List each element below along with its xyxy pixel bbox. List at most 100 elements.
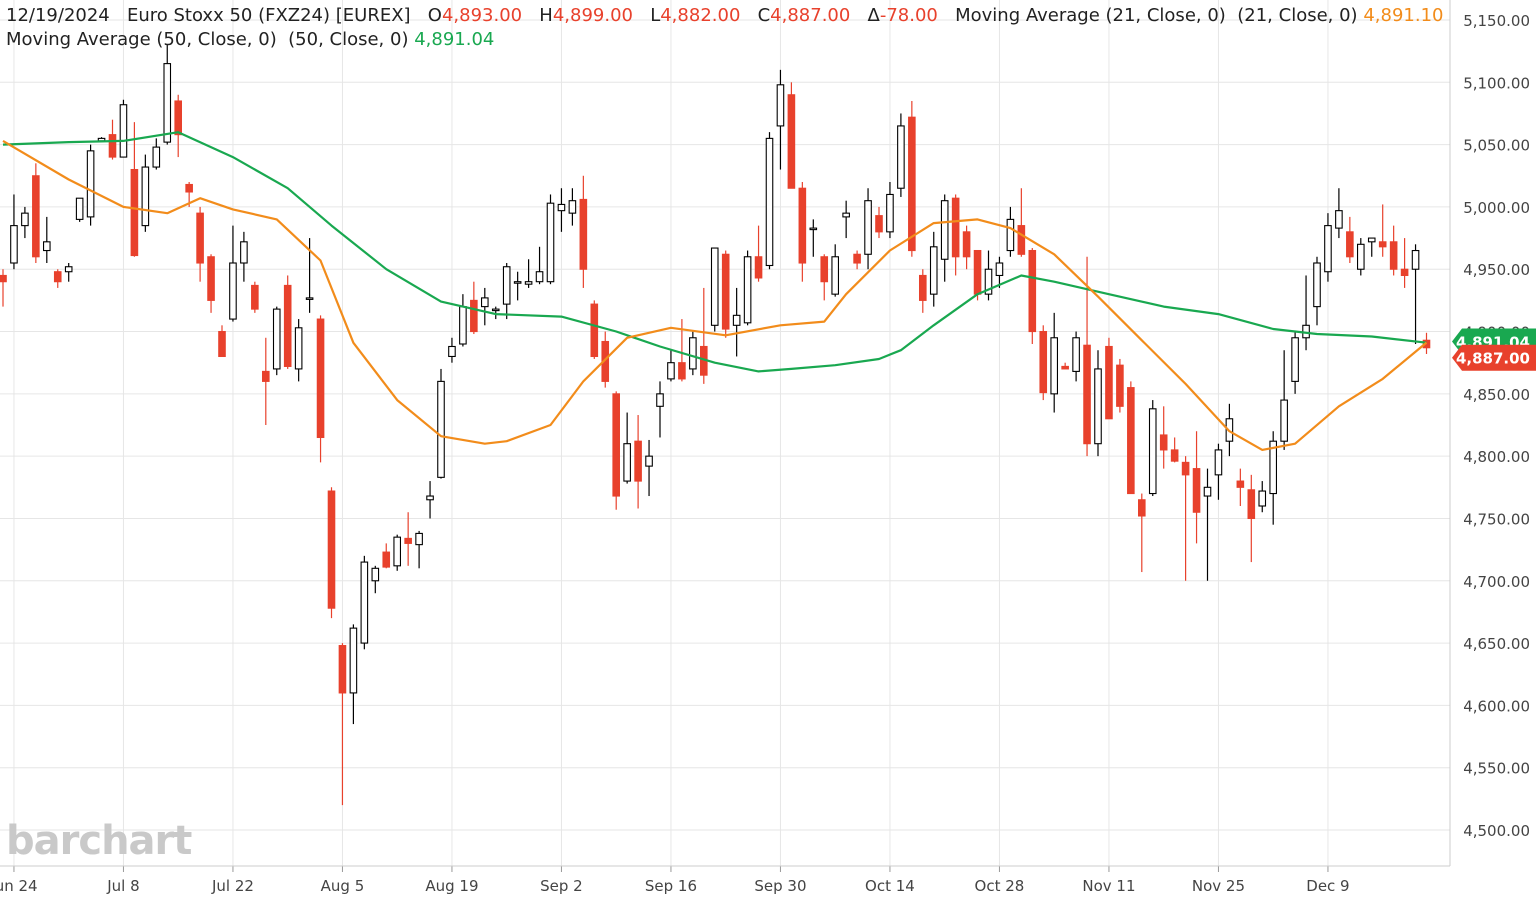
- candle: [798, 187, 807, 264]
- barchart-logo: barchart: [6, 818, 192, 864]
- candle: [1105, 345, 1113, 420]
- candle: [929, 246, 938, 295]
- y-tick-label: 5,100.00: [1463, 74, 1530, 92]
- candle: [897, 125, 905, 189]
- candle: [787, 94, 796, 189]
- candle: [502, 266, 511, 305]
- candle: [1400, 268, 1409, 277]
- last-price-tag-bg: [1452, 344, 1536, 371]
- candle: [973, 249, 982, 295]
- candle: [1367, 237, 1376, 243]
- x-tick-label: Nov 11: [1082, 877, 1135, 895]
- candle: [393, 536, 402, 567]
- candle: [710, 247, 719, 326]
- candle: [1170, 449, 1179, 462]
- candle: [1389, 241, 1398, 270]
- candle: [908, 116, 916, 252]
- candle: [1050, 337, 1058, 395]
- y-tick-label: 4,950.00: [1463, 261, 1530, 279]
- candle: [1236, 480, 1245, 488]
- ma21-value: 4,891.10: [1363, 5, 1444, 26]
- candle: [776, 84, 785, 127]
- candle: [634, 440, 642, 482]
- candle: [207, 256, 215, 301]
- candle: [1138, 499, 1146, 517]
- change-label: Δ: [867, 5, 880, 26]
- candle: [64, 266, 73, 273]
- y-tick-label: 4,800.00: [1463, 448, 1530, 466]
- candle: [1378, 241, 1387, 248]
- candle: [141, 166, 150, 227]
- candle: [546, 202, 555, 283]
- candle: [240, 241, 248, 264]
- candle: [689, 337, 697, 370]
- x-tick-label: Aug 5: [321, 877, 365, 895]
- candle: [962, 231, 971, 258]
- x-tick-label: Oct 28: [975, 877, 1025, 895]
- candle: [1148, 408, 1157, 495]
- candle: [491, 308, 500, 312]
- candle: [21, 212, 29, 227]
- candle: [10, 225, 18, 264]
- candle: [1072, 337, 1080, 372]
- candle: [656, 393, 664, 407]
- candle: [842, 212, 850, 218]
- candle: [1269, 440, 1277, 495]
- candle: [75, 197, 84, 220]
- candle: [831, 256, 840, 295]
- candle: [196, 212, 204, 264]
- candle: [1346, 231, 1354, 258]
- candle: [853, 253, 861, 264]
- x-tick-label: Aug 19: [425, 877, 478, 895]
- y-tick-label: 4,700.00: [1463, 573, 1530, 591]
- x-tick-label: Oct 14: [865, 877, 915, 895]
- ma21-line: [2, 139, 1428, 451]
- candle: [524, 281, 533, 285]
- candle: [415, 532, 423, 546]
- x-tick-label: Sep 16: [645, 877, 697, 895]
- y-tick-label: 4,750.00: [1463, 510, 1530, 528]
- candle: [316, 318, 325, 439]
- candle: [645, 455, 653, 467]
- close-value: 4,887.00: [770, 5, 851, 26]
- candle: [1083, 344, 1091, 445]
- x-tick-label: Jul 22: [211, 877, 254, 895]
- candle: [437, 380, 445, 478]
- y-tick-label: 4,650.00: [1463, 635, 1530, 653]
- candle: [1028, 249, 1037, 333]
- x-tick-label: Dec 9: [1306, 877, 1349, 895]
- candle: [360, 561, 369, 644]
- candle: [1214, 449, 1223, 476]
- candle: [568, 200, 577, 214]
- candle: [886, 193, 894, 233]
- candle: [513, 281, 522, 284]
- x-tick-label: Jul 8: [106, 877, 139, 895]
- candle: [918, 274, 927, 301]
- ma50-label[interactable]: Moving Average (50, Close, 0) (50, Close…: [6, 29, 409, 50]
- candle: [875, 215, 883, 233]
- header-line-1: 12/19/2024 Euro Stoxx 50 (FXZ24) [EUREX]…: [6, 4, 1443, 28]
- candle: [765, 137, 774, 267]
- candle: [579, 198, 588, 270]
- candle: [732, 314, 741, 326]
- candle: [557, 203, 566, 212]
- candle: [1159, 434, 1168, 451]
- close-label: C: [757, 5, 771, 26]
- y-tick-label: 4,600.00: [1463, 697, 1530, 715]
- candle: [1127, 387, 1135, 495]
- y-tick-label: 4,550.00: [1463, 760, 1530, 778]
- candle: [261, 370, 270, 382]
- candle: [32, 175, 40, 258]
- x-tick-label: Sep 30: [754, 877, 806, 895]
- ma21-label[interactable]: Moving Average (21, Close, 0) (21, Close…: [955, 5, 1358, 26]
- candle: [1258, 490, 1267, 507]
- candle: [327, 490, 336, 609]
- x-tick-label: Nov 25: [1192, 877, 1245, 895]
- high-label: H: [539, 5, 553, 26]
- open-label: O: [427, 5, 442, 26]
- candle: [590, 303, 599, 358]
- candle: [163, 63, 172, 143]
- candle: [1006, 218, 1015, 252]
